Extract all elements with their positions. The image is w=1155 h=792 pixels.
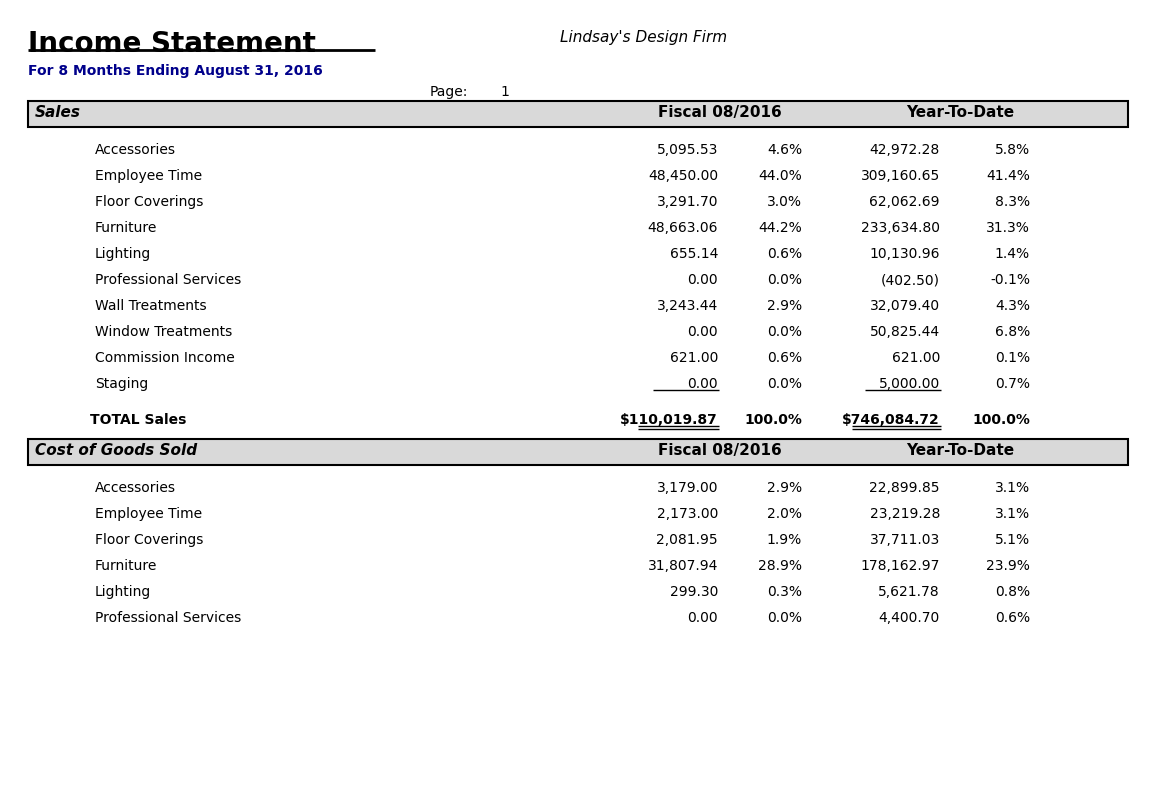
Text: 32,079.40: 32,079.40 bbox=[870, 299, 940, 313]
Text: 2,081.95: 2,081.95 bbox=[656, 533, 718, 547]
Text: 0.0%: 0.0% bbox=[767, 273, 802, 287]
Text: Lighting: Lighting bbox=[95, 585, 151, 599]
Text: 6.8%: 6.8% bbox=[994, 325, 1030, 339]
Text: (402.50): (402.50) bbox=[881, 273, 940, 287]
Text: Accessories: Accessories bbox=[95, 481, 176, 495]
Text: 4,400.70: 4,400.70 bbox=[879, 611, 940, 625]
Text: 22,899.85: 22,899.85 bbox=[870, 481, 940, 495]
Text: 655.14: 655.14 bbox=[670, 247, 718, 261]
Text: Employee Time: Employee Time bbox=[95, 507, 202, 521]
Text: 31.3%: 31.3% bbox=[986, 221, 1030, 235]
Text: 44.2%: 44.2% bbox=[758, 221, 802, 235]
Text: 3.0%: 3.0% bbox=[767, 195, 802, 209]
Text: Year-To-Date: Year-To-Date bbox=[906, 443, 1014, 458]
Text: 0.8%: 0.8% bbox=[994, 585, 1030, 599]
Text: Page:: Page: bbox=[430, 85, 469, 99]
Text: 5,000.00: 5,000.00 bbox=[879, 377, 940, 391]
Bar bbox=[28, 101, 1128, 127]
Text: TOTAL Sales: TOTAL Sales bbox=[90, 413, 186, 427]
Text: 48,450.00: 48,450.00 bbox=[648, 169, 718, 183]
Text: 2.0%: 2.0% bbox=[767, 507, 802, 521]
Text: 50,825.44: 50,825.44 bbox=[870, 325, 940, 339]
Text: Window Treatments: Window Treatments bbox=[95, 325, 232, 339]
Text: 233,634.80: 233,634.80 bbox=[860, 221, 940, 235]
Text: 100.0%: 100.0% bbox=[744, 413, 802, 427]
Text: 31,807.94: 31,807.94 bbox=[648, 559, 718, 573]
Text: Fiscal 08/2016: Fiscal 08/2016 bbox=[658, 105, 782, 120]
Text: -0.1%: -0.1% bbox=[990, 273, 1030, 287]
Text: 0.00: 0.00 bbox=[687, 377, 718, 391]
Text: 0.7%: 0.7% bbox=[994, 377, 1030, 391]
Text: Staging: Staging bbox=[95, 377, 148, 391]
Text: Professional Services: Professional Services bbox=[95, 273, 241, 287]
Text: Year-To-Date: Year-To-Date bbox=[906, 105, 1014, 120]
Text: 44.0%: 44.0% bbox=[758, 169, 802, 183]
Text: 0.0%: 0.0% bbox=[767, 325, 802, 339]
Text: 0.0%: 0.0% bbox=[767, 377, 802, 391]
Text: Wall Treatments: Wall Treatments bbox=[95, 299, 207, 313]
Text: Fiscal 08/2016: Fiscal 08/2016 bbox=[658, 443, 782, 458]
Text: 2.9%: 2.9% bbox=[767, 481, 802, 495]
Text: 3.1%: 3.1% bbox=[994, 507, 1030, 521]
Text: $110,019.87: $110,019.87 bbox=[620, 413, 718, 427]
Text: 0.00: 0.00 bbox=[687, 611, 718, 625]
Text: 2.9%: 2.9% bbox=[767, 299, 802, 313]
Text: 0.00: 0.00 bbox=[687, 325, 718, 339]
Text: 10,130.96: 10,130.96 bbox=[870, 247, 940, 261]
Text: 41.4%: 41.4% bbox=[986, 169, 1030, 183]
Text: Professional Services: Professional Services bbox=[95, 611, 241, 625]
Text: $746,084.72: $746,084.72 bbox=[842, 413, 940, 427]
Text: 0.6%: 0.6% bbox=[994, 611, 1030, 625]
Text: 4.6%: 4.6% bbox=[767, 143, 802, 157]
Text: For 8 Months Ending August 31, 2016: For 8 Months Ending August 31, 2016 bbox=[28, 64, 322, 78]
Text: 3,291.70: 3,291.70 bbox=[656, 195, 718, 209]
Text: Accessories: Accessories bbox=[95, 143, 176, 157]
Text: Furniture: Furniture bbox=[95, 559, 157, 573]
Text: 0.6%: 0.6% bbox=[767, 247, 802, 261]
Text: Commission Income: Commission Income bbox=[95, 351, 234, 365]
Text: 0.0%: 0.0% bbox=[767, 611, 802, 625]
Text: 621.00: 621.00 bbox=[670, 351, 718, 365]
Text: Income Statement: Income Statement bbox=[28, 30, 315, 58]
Text: 0.00: 0.00 bbox=[687, 273, 718, 287]
Text: 28.9%: 28.9% bbox=[758, 559, 802, 573]
Text: 62,062.69: 62,062.69 bbox=[870, 195, 940, 209]
Text: 5.8%: 5.8% bbox=[994, 143, 1030, 157]
Text: Lindsay's Design Firm: Lindsay's Design Firm bbox=[560, 30, 728, 45]
Bar bbox=[28, 439, 1128, 465]
Text: 3,243.44: 3,243.44 bbox=[657, 299, 718, 313]
Text: 0.6%: 0.6% bbox=[767, 351, 802, 365]
Text: 5,621.78: 5,621.78 bbox=[878, 585, 940, 599]
Text: Furniture: Furniture bbox=[95, 221, 157, 235]
Text: 621.00: 621.00 bbox=[892, 351, 940, 365]
Text: 5,095.53: 5,095.53 bbox=[657, 143, 718, 157]
Text: 299.30: 299.30 bbox=[670, 585, 718, 599]
Text: Cost of Goods Sold: Cost of Goods Sold bbox=[35, 443, 198, 458]
Text: 48,663.06: 48,663.06 bbox=[648, 221, 718, 235]
Text: 1.4%: 1.4% bbox=[994, 247, 1030, 261]
Text: Employee Time: Employee Time bbox=[95, 169, 202, 183]
Text: 23,219.28: 23,219.28 bbox=[870, 507, 940, 521]
Text: 1.9%: 1.9% bbox=[767, 533, 802, 547]
Text: 3,179.00: 3,179.00 bbox=[656, 481, 718, 495]
Text: 8.3%: 8.3% bbox=[994, 195, 1030, 209]
Text: 0.1%: 0.1% bbox=[994, 351, 1030, 365]
Text: 3.1%: 3.1% bbox=[994, 481, 1030, 495]
Text: 37,711.03: 37,711.03 bbox=[870, 533, 940, 547]
Text: 178,162.97: 178,162.97 bbox=[860, 559, 940, 573]
Text: Floor Coverings: Floor Coverings bbox=[95, 533, 203, 547]
Text: 1: 1 bbox=[500, 85, 509, 99]
Text: Floor Coverings: Floor Coverings bbox=[95, 195, 203, 209]
Text: 0.3%: 0.3% bbox=[767, 585, 802, 599]
Text: 23.9%: 23.9% bbox=[986, 559, 1030, 573]
Text: 4.3%: 4.3% bbox=[994, 299, 1030, 313]
Text: 100.0%: 100.0% bbox=[973, 413, 1030, 427]
Text: 5.1%: 5.1% bbox=[994, 533, 1030, 547]
Text: 309,160.65: 309,160.65 bbox=[860, 169, 940, 183]
Text: Lighting: Lighting bbox=[95, 247, 151, 261]
Text: Sales: Sales bbox=[35, 105, 81, 120]
Text: 2,173.00: 2,173.00 bbox=[657, 507, 718, 521]
Text: 42,972.28: 42,972.28 bbox=[870, 143, 940, 157]
